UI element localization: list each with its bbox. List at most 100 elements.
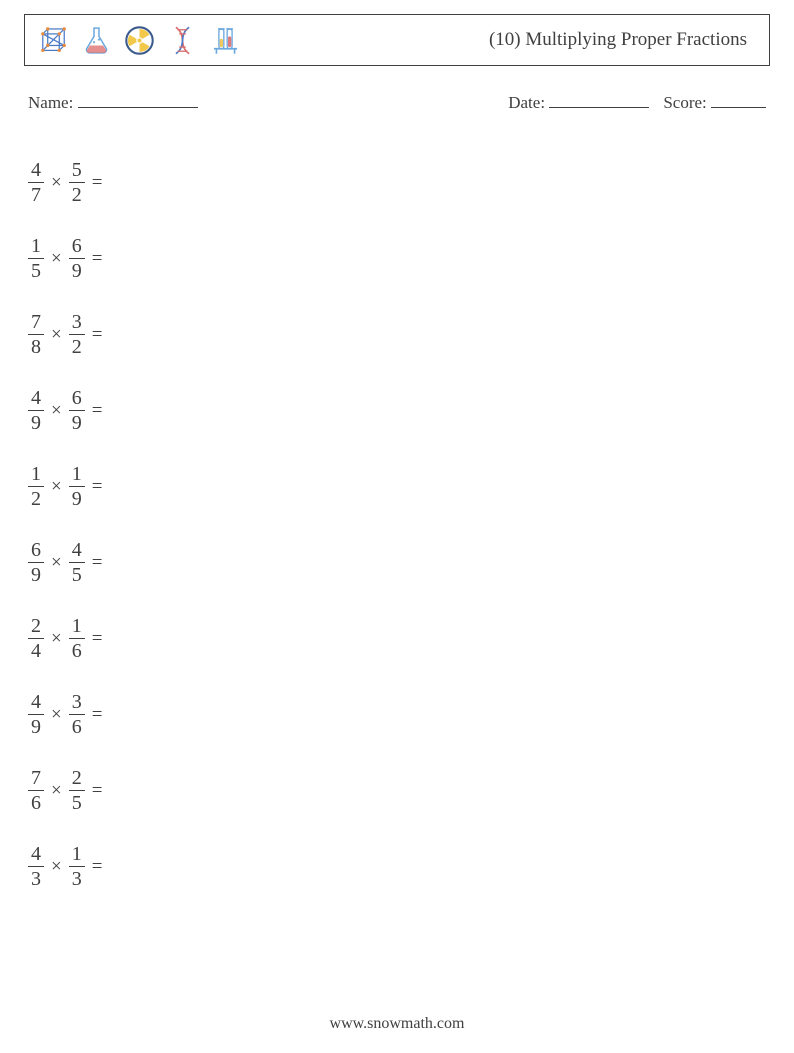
times-operator: × <box>51 400 62 422</box>
fraction-numerator: 4 <box>28 159 44 181</box>
times-operator: × <box>51 856 62 878</box>
fraction-denominator: 7 <box>28 184 44 206</box>
times-operator: × <box>51 552 62 574</box>
fraction-denominator: 9 <box>28 564 44 586</box>
footer-url: www.snowmath.com <box>0 1015 794 1033</box>
problem-row: 43×13= <box>28 829 770 905</box>
equals-sign: = <box>92 780 103 802</box>
flask-icon <box>80 24 113 57</box>
fraction-numerator: 4 <box>28 843 44 865</box>
equals-sign: = <box>92 248 103 270</box>
fraction: 49 <box>28 387 44 434</box>
worksheet-title: (10) Multiplying Proper Fractions <box>489 29 757 51</box>
problem-row: 49×36= <box>28 677 770 753</box>
fraction-denominator: 9 <box>28 716 44 738</box>
fraction-denominator: 3 <box>28 868 44 890</box>
fraction-bar <box>69 638 85 639</box>
fraction-bar <box>28 714 44 715</box>
fraction: 69 <box>69 387 85 434</box>
problem-row: 49×69= <box>28 373 770 449</box>
fraction-bar <box>28 258 44 259</box>
fraction-bar <box>69 334 85 335</box>
equals-sign: = <box>92 324 103 346</box>
fraction-denominator: 9 <box>69 412 85 434</box>
fraction: 49 <box>28 691 44 738</box>
fraction: 25 <box>69 767 85 814</box>
fraction-numerator: 6 <box>28 539 44 561</box>
fraction-numerator: 5 <box>69 159 85 181</box>
fraction: 69 <box>28 539 44 586</box>
fraction-numerator: 4 <box>28 691 44 713</box>
date-field[interactable] <box>549 90 649 108</box>
fraction: 19 <box>69 463 85 510</box>
fraction-bar <box>69 714 85 715</box>
fraction: 13 <box>69 843 85 890</box>
fraction-bar <box>28 638 44 639</box>
fraction-numerator: 6 <box>69 235 85 257</box>
fraction-bar <box>28 562 44 563</box>
fraction-numerator: 3 <box>69 311 85 333</box>
problems-list: 47×52=15×69=78×32=49×69=12×19=69×45=24×1… <box>24 145 770 905</box>
fraction-denominator: 2 <box>69 184 85 206</box>
fraction: 15 <box>28 235 44 282</box>
equals-sign: = <box>92 704 103 726</box>
header-icons <box>37 24 242 57</box>
score-field[interactable] <box>711 90 766 108</box>
fraction: 16 <box>69 615 85 662</box>
fraction-bar <box>69 410 85 411</box>
times-operator: × <box>51 628 62 650</box>
fraction-denominator: 3 <box>69 868 85 890</box>
times-operator: × <box>51 324 62 346</box>
problem-row: 76 × 25 = <box>28 753 770 829</box>
name-label: Name: <box>28 93 73 112</box>
meta-row: Name: Date: Score: <box>24 90 770 113</box>
fraction-denominator: 2 <box>28 488 44 510</box>
problem-row: 47×52= <box>28 145 770 221</box>
fraction-bar <box>69 790 85 791</box>
times-operator: × <box>51 780 62 802</box>
equals-sign: = <box>92 856 103 878</box>
fraction: 36 <box>69 691 85 738</box>
fraction-denominator: 2 <box>69 336 85 358</box>
fraction-numerator: 1 <box>69 615 85 637</box>
fraction: 24 <box>28 615 44 662</box>
radiation-icon <box>123 24 156 57</box>
fraction-numerator: 4 <box>28 387 44 409</box>
fraction-numerator: 4 <box>69 539 85 561</box>
fraction-numerator: 1 <box>69 463 85 485</box>
fraction-numerator: 7 <box>28 311 44 333</box>
fraction-denominator: 6 <box>28 792 44 814</box>
fraction: 43 <box>28 843 44 890</box>
fraction-numerator: 6 <box>69 387 85 409</box>
fraction-bar <box>69 182 85 183</box>
fraction-bar <box>28 334 44 335</box>
times-operator: × <box>51 476 62 498</box>
equals-sign: = <box>92 628 103 650</box>
fraction-denominator: 6 <box>69 716 85 738</box>
fraction-numerator: 1 <box>69 843 85 865</box>
problem-row: 78×32= <box>28 297 770 373</box>
fraction-denominator: 5 <box>28 260 44 282</box>
fraction-numerator: 1 <box>28 235 44 257</box>
fraction-denominator: 8 <box>28 336 44 358</box>
name-field[interactable] <box>78 90 198 108</box>
problem-row: 15×69= <box>28 221 770 297</box>
fraction: 12 <box>28 463 44 510</box>
fraction-bar <box>28 410 44 411</box>
score-label: Score: <box>663 93 706 112</box>
fraction-bar <box>28 866 44 867</box>
times-operator: × <box>51 248 62 270</box>
fraction-bar <box>28 790 44 791</box>
fraction: 45 <box>69 539 85 586</box>
problem-row: 12×19= <box>28 449 770 525</box>
fraction: 78 <box>28 311 44 358</box>
fraction: 32 <box>69 311 85 358</box>
fraction-numerator: 3 <box>69 691 85 713</box>
fraction-denominator: 9 <box>69 488 85 510</box>
equals-sign: = <box>92 552 103 574</box>
testtubes-icon <box>209 24 242 57</box>
fraction-bar <box>69 486 85 487</box>
fraction-numerator: 2 <box>28 615 44 637</box>
fraction: 76 <box>28 767 44 814</box>
cube-icon <box>37 24 70 57</box>
